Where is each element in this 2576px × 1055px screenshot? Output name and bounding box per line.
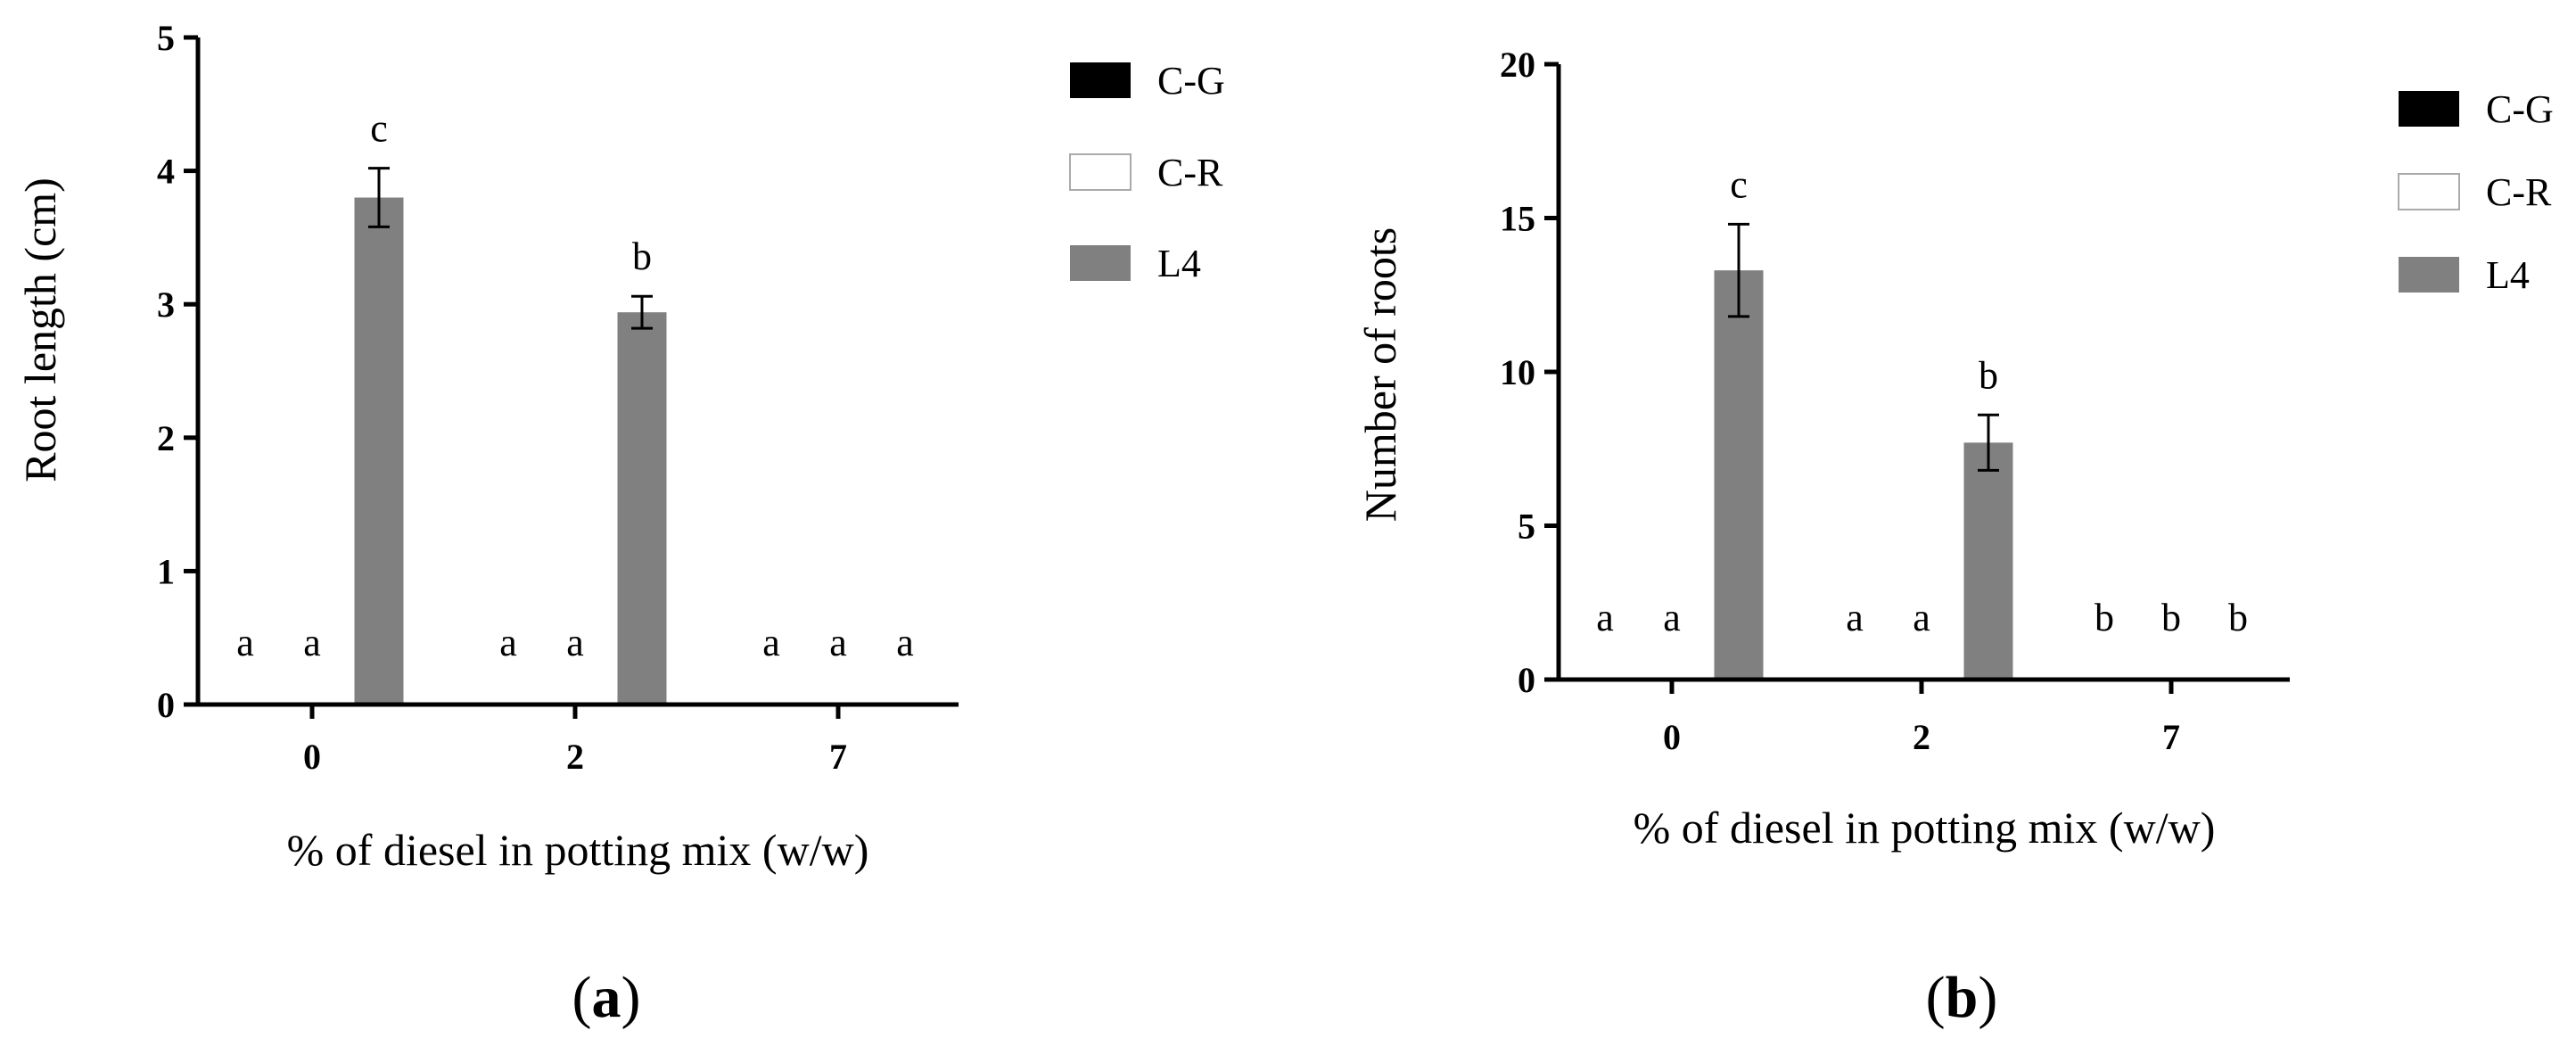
bar [617, 312, 667, 705]
significance-letter: a [762, 621, 780, 664]
significance-letter: b [2161, 596, 2181, 639]
y-tick-label: 0 [157, 685, 175, 725]
x-tick-label: 7 [2162, 717, 2180, 757]
y-tick-label: 20 [1500, 45, 1535, 85]
significance-letter: a [303, 621, 321, 664]
legend-swatch-l4 [2399, 257, 2459, 293]
y-tick-label: 4 [157, 152, 175, 192]
x-tick-label: 0 [303, 737, 321, 777]
significance-letter: b [1979, 353, 1998, 397]
significance-letter: a [236, 621, 254, 664]
legend-swatch-c-r [2398, 173, 2460, 210]
significance-letter: a [1596, 596, 1614, 639]
x-axis-title: % of diesel in potting mix (w/w) [1634, 803, 2216, 853]
significance-letter: c [370, 107, 388, 151]
legend-swatch-c-r [1069, 153, 1132, 191]
legend-swatch-c-g [2399, 91, 2459, 127]
x-tick-label: 2 [566, 737, 584, 777]
chart-panel-a: a a a a a a c b a 0 1 2 3 4 5 0 2 7 Root length (cm) % of d… [15, 18, 1225, 1030]
legend-label-l4: L4 [2486, 253, 2530, 297]
significance-letter: a [1846, 596, 1864, 639]
y-axis-title: Number of roots [1355, 227, 1405, 523]
y-tick-label: 5 [157, 18, 175, 58]
chart-panel-b: a a b a a b c b b 0 5 10 15 20 0 2 7 Number of roots % of … [1355, 45, 2554, 1030]
significance-letter: a [566, 621, 584, 664]
significance-letter: b [2095, 596, 2114, 639]
panel-label: (b) [1926, 965, 1998, 1030]
x-tick-label: 2 [1913, 717, 1930, 757]
legend-label-l4: L4 [1157, 242, 1201, 285]
legend-swatch-c-g [1070, 62, 1131, 98]
y-tick-label: 2 [157, 418, 175, 458]
legend-label-c-g: C-G [2486, 87, 2554, 131]
legend-label-c-g: C-G [1157, 59, 1225, 103]
significance-letter: a [829, 621, 847, 664]
legend-label-c-r: C-R [2486, 170, 2552, 214]
significance-letter: b [632, 235, 652, 278]
bar [1963, 442, 2013, 680]
y-tick-label: 1 [157, 551, 175, 591]
panel-label: (a) [572, 965, 641, 1030]
significance-letter: c [1730, 162, 1748, 206]
x-tick-label: 0 [1663, 717, 1681, 757]
y-tick-label: 10 [1500, 352, 1535, 392]
legend-label-c-r: C-R [1157, 151, 1223, 194]
x-tick-label: 7 [829, 737, 847, 777]
y-axis-title: Root length (cm) [15, 177, 65, 482]
significance-letter: a [896, 621, 914, 664]
bar [354, 197, 404, 705]
y-tick-label: 0 [1518, 660, 1535, 700]
significance-letter: a [1663, 596, 1681, 639]
x-axis-title: % of diesel in potting mix (w/w) [287, 825, 869, 875]
significance-letter: b [2228, 596, 2248, 639]
y-tick-label: 5 [1518, 507, 1535, 547]
legend-swatch-l4 [1070, 245, 1131, 281]
y-tick-label: 15 [1500, 199, 1535, 239]
bar [1714, 270, 1764, 680]
significance-letter: a [1913, 596, 1930, 639]
y-tick-label: 3 [157, 284, 175, 325]
significance-letter: a [499, 621, 517, 664]
